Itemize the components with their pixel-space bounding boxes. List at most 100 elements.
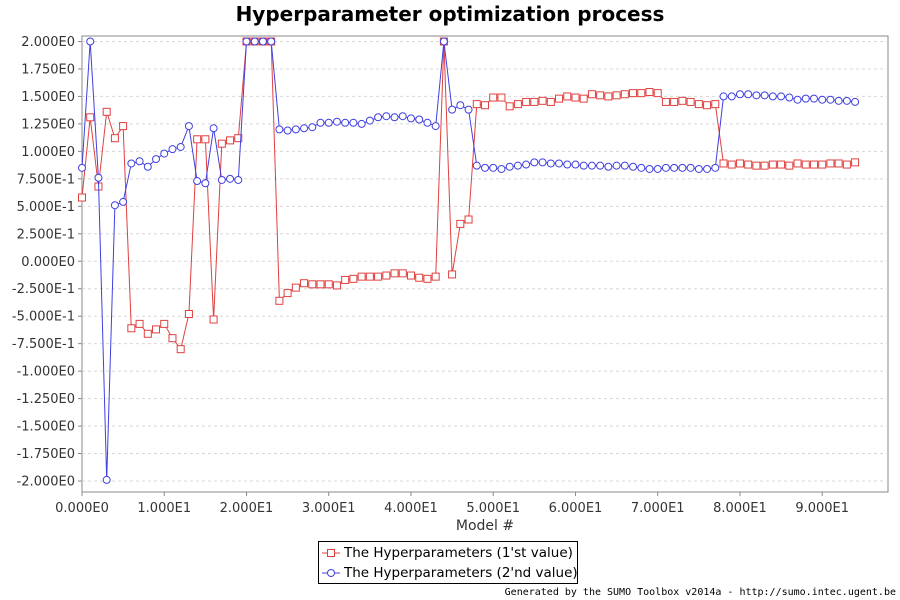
data-point-series-2 xyxy=(612,161,621,170)
x-tick-label: 6.000E1 xyxy=(549,501,603,516)
data-point-series-2 xyxy=(439,37,448,46)
data-point-series-2 xyxy=(760,91,769,100)
data-point-series-1 xyxy=(143,329,152,338)
data-point-series-1 xyxy=(78,193,86,202)
y-tick-label: 2.000E0 xyxy=(21,35,75,50)
data-point-series-2 xyxy=(448,105,457,114)
data-point-series-1 xyxy=(357,272,366,281)
y-tick-label: 1.750E0 xyxy=(21,62,75,77)
data-point-series-2 xyxy=(406,114,415,123)
data-point-series-1 xyxy=(448,270,457,279)
data-point-series-1 xyxy=(374,272,383,281)
data-point-series-2 xyxy=(267,37,276,46)
data-point-series-1 xyxy=(530,97,539,106)
data-point-series-2 xyxy=(143,162,152,171)
data-point-series-1 xyxy=(686,97,695,106)
data-point-series-2 xyxy=(217,175,226,184)
data-point-series-1 xyxy=(842,160,851,169)
data-point-series-2 xyxy=(119,197,128,206)
data-point-series-2 xyxy=(78,163,86,172)
data-point-series-1 xyxy=(382,271,391,280)
data-point-series-1 xyxy=(152,325,161,334)
data-point-series-1 xyxy=(119,122,128,131)
data-point-series-1 xyxy=(653,89,662,98)
data-point-series-2 xyxy=(629,162,638,171)
data-point-series-1 xyxy=(777,160,786,169)
data-point-series-1 xyxy=(851,158,860,167)
data-point-series-1 xyxy=(579,94,588,103)
data-point-series-1 xyxy=(513,100,522,109)
data-point-series-2 xyxy=(398,112,407,121)
data-point-series-1 xyxy=(637,89,646,98)
data-point-series-2 xyxy=(250,37,259,46)
data-point-series-1 xyxy=(398,269,407,278)
data-point-series-2 xyxy=(703,164,712,173)
data-point-series-2 xyxy=(505,162,514,171)
chart-title: Hyperparameter optimization process xyxy=(235,2,665,26)
data-point-series-1 xyxy=(703,101,712,110)
data-point-series-2 xyxy=(423,118,432,127)
x-tick-label: 0.000E0 xyxy=(55,501,109,516)
data-point-series-2 xyxy=(801,94,810,103)
data-point-series-2 xyxy=(160,149,169,158)
data-point-series-1 xyxy=(555,94,564,103)
data-point-series-2 xyxy=(341,118,350,127)
x-tick-label: 8.000E1 xyxy=(713,501,767,516)
data-point-series-1 xyxy=(571,93,580,102)
data-point-series-2 xyxy=(481,163,489,172)
data-point-series-2 xyxy=(752,91,761,100)
data-point-series-1 xyxy=(818,160,827,169)
data-point-series-1 xyxy=(365,272,374,281)
y-tick-label: 2.500E-1 xyxy=(17,227,75,242)
data-point-series-1 xyxy=(826,159,835,168)
data-point-series-1 xyxy=(226,136,235,145)
footer-credit: Generated by the SUMO Toolbox v2014a - h… xyxy=(504,587,896,598)
data-point-series-1 xyxy=(86,113,95,122)
y-tick-label: -1.500E0 xyxy=(17,420,75,435)
chart-legend: The Hyperparameters (1'st value) The Hyp… xyxy=(318,541,578,584)
data-point-series-2 xyxy=(332,117,341,126)
data-point-series-1 xyxy=(415,273,424,282)
data-point-series-1 xyxy=(423,274,432,283)
data-point-series-1 xyxy=(801,160,810,169)
data-point-series-2 xyxy=(464,105,473,114)
data-point-series-2 xyxy=(324,118,333,127)
data-point-series-2 xyxy=(357,119,366,128)
data-point-series-1 xyxy=(546,97,555,106)
data-point-series-2 xyxy=(102,475,111,484)
data-point-series-2 xyxy=(308,123,317,132)
data-point-series-1 xyxy=(472,100,481,109)
y-tick-label: -1.000E0 xyxy=(17,365,75,380)
chart-plot: 2.000E0 1.750E0 1.500E0 1.250E0 1.000E0 7.500… xyxy=(12,35,889,534)
data-point-series-2 xyxy=(242,37,251,46)
data-point-series-1 xyxy=(316,280,325,289)
data-point-series-2 xyxy=(489,163,498,172)
data-point-series-1 xyxy=(127,324,136,333)
data-point-series-2 xyxy=(431,122,440,131)
y-tick-label: -1.250E0 xyxy=(17,392,75,407)
data-point-series-2 xyxy=(653,164,662,173)
data-point-series-1 xyxy=(785,161,794,170)
y-tick-label: -5.000E-1 xyxy=(12,310,75,325)
data-point-series-1 xyxy=(768,160,777,169)
data-point-series-2 xyxy=(546,159,555,168)
data-point-series-2 xyxy=(842,96,851,105)
data-point-series-2 xyxy=(768,92,777,101)
x-tick-label: 7.000E1 xyxy=(631,501,685,516)
data-point-series-2 xyxy=(620,161,629,170)
data-point-series-2 xyxy=(415,115,424,124)
data-point-series-2 xyxy=(226,174,235,183)
data-point-series-2 xyxy=(349,118,358,127)
data-point-series-2 xyxy=(571,160,580,169)
data-point-series-1 xyxy=(752,161,761,170)
y-tick-label: 5.000E-1 xyxy=(17,200,75,215)
data-point-series-2 xyxy=(711,163,720,172)
data-point-series-2 xyxy=(316,118,325,127)
data-point-series-1 xyxy=(522,97,531,106)
data-point-series-2 xyxy=(209,124,218,133)
data-point-series-1 xyxy=(456,219,465,228)
data-point-series-2 xyxy=(809,94,818,103)
data-point-series-1 xyxy=(645,88,654,97)
data-point-series-2 xyxy=(94,173,103,182)
square-marker-icon xyxy=(322,549,340,557)
